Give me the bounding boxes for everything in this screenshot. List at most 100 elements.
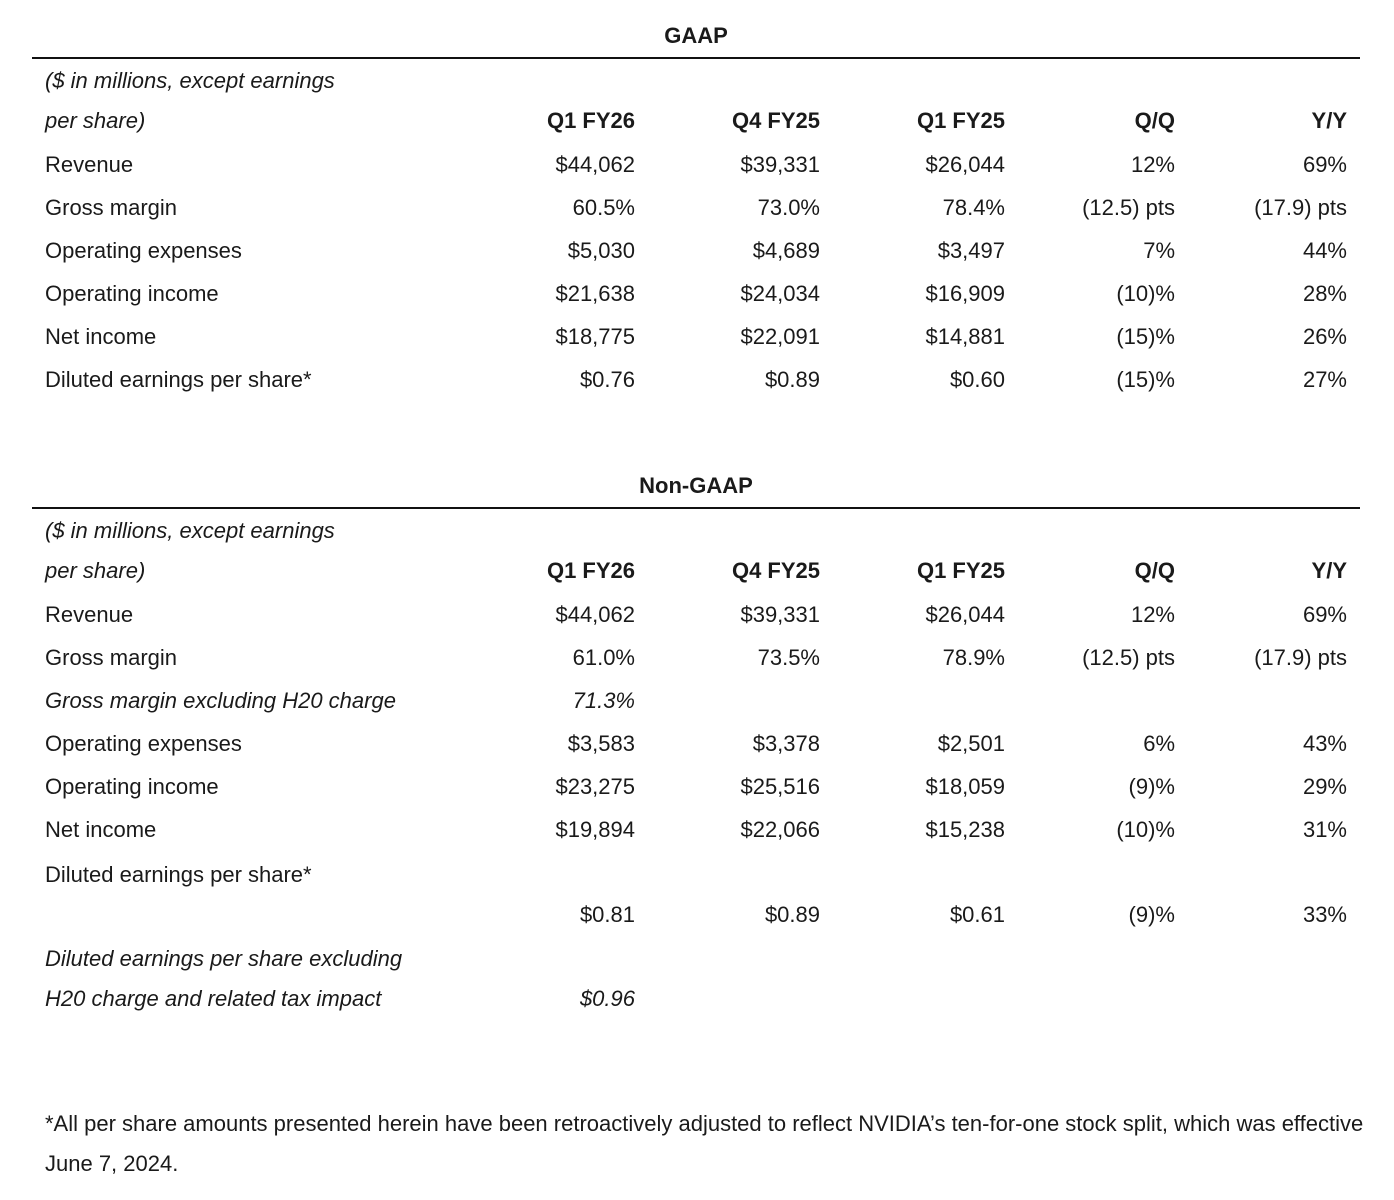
table-row: Operating income $21,638 $24,034 $16,909 (10… xyxy=(32,272,1360,315)
cell-value: 28% xyxy=(1302,281,1347,306)
row-label: Net income xyxy=(45,324,157,349)
cell-value: 27% xyxy=(1302,367,1347,392)
row-label: Operating income xyxy=(45,774,219,799)
cell-value: 69% xyxy=(1302,152,1347,177)
gaap-divider xyxy=(32,57,1360,59)
cell-value: $0.89 xyxy=(764,902,820,927)
cell-value: $21,638 xyxy=(555,281,635,306)
cell-value: (15)% xyxy=(1116,324,1175,349)
cell-value: 7% xyxy=(1143,238,1175,263)
units-label: ($ in millions, except earnings per shar… xyxy=(45,68,335,133)
table-header-row: ($ in millions, except earnings per shar… xyxy=(32,511,1360,591)
column-header: Q4 FY25 xyxy=(731,108,820,133)
cell-value: 69% xyxy=(1302,602,1347,627)
row-label: Gross margin xyxy=(45,645,178,670)
row-label: Revenue xyxy=(45,602,134,627)
row-label: Operating expenses xyxy=(45,731,242,756)
footnote: *All per share amounts presented herein … xyxy=(45,1111,1364,1176)
cell-value: $3,583 xyxy=(567,731,635,756)
cell-value: $44,062 xyxy=(555,152,635,177)
cell-value: $0.61 xyxy=(949,902,1005,927)
cell-value: 78.4% xyxy=(942,195,1005,220)
table-row: Diluted earnings per share* $0.76 $0.89 $0.… xyxy=(32,358,1360,401)
row-label: Diluted earnings per share excluding H20… xyxy=(45,946,403,1011)
cell-value: 12% xyxy=(1130,602,1175,627)
cell-value: $2,501 xyxy=(937,731,1005,756)
units-label: ($ in millions, except earnings per shar… xyxy=(45,518,335,583)
cell-value: $18,775 xyxy=(555,324,635,349)
cell-value: 26% xyxy=(1302,324,1347,349)
cell-value: $24,034 xyxy=(740,281,820,306)
gaap-title: GAAP xyxy=(664,23,728,48)
cell-value: 31% xyxy=(1302,817,1347,842)
cell-value: $44,062 xyxy=(555,602,635,627)
table-row: Gross margin excluding H20 charge 71.3% xyxy=(32,679,1360,722)
cell-value: $39,331 xyxy=(740,152,820,177)
cell-value: 6% xyxy=(1143,731,1175,756)
cell-value: 12% xyxy=(1130,152,1175,177)
cell-value: $5,030 xyxy=(567,238,635,263)
row-label: Revenue xyxy=(45,152,134,177)
cell-value: (12.5) pts xyxy=(1082,645,1175,670)
cell-value: 73.0% xyxy=(757,195,820,220)
table-row: Revenue $44,062 $39,331 $26,044 12% 69% xyxy=(32,593,1360,636)
table-row: Gross margin 61.0% 73.5% 78.9% (12.5) pts (17… xyxy=(32,636,1360,679)
row-label: Gross margin excluding H20 charge xyxy=(45,688,396,713)
table-row: Operating expenses $5,030 $4,689 $3,497 7% 44… xyxy=(32,229,1360,272)
column-header: Q1 FY26 xyxy=(546,558,635,583)
table-row: Gross margin 60.5% 73.0% 78.4% (12.5) pts (17… xyxy=(32,186,1360,229)
cell-value: (15)% xyxy=(1116,367,1175,392)
cell-value: $22,066 xyxy=(740,817,820,842)
cell-value: $23,275 xyxy=(555,774,635,799)
column-header: Q1 FY25 xyxy=(916,108,1005,133)
row-label: Operating expenses xyxy=(45,238,242,263)
cell-value: 60.5% xyxy=(572,195,635,220)
column-header: Q1 FY26 xyxy=(546,108,635,133)
cell-value: 29% xyxy=(1302,774,1347,799)
column-header: Y/Y xyxy=(1311,108,1347,133)
cell-value: $14,881 xyxy=(925,324,1005,349)
table-row: Net income $19,894 $22,066 $15,238 (10)% 31% xyxy=(32,808,1360,851)
cell-value: 73.5% xyxy=(757,645,820,670)
cell-value: 44% xyxy=(1302,238,1347,263)
column-header: Y/Y xyxy=(1311,558,1347,583)
cell-value: (9)% xyxy=(1128,902,1175,927)
column-header: Q4 FY25 xyxy=(731,558,820,583)
cell-value: 61.0% xyxy=(572,645,635,670)
table-row: Diluted earnings per share* $0.81 $0.89 $0… xyxy=(32,855,1360,935)
cell-value: (17.9) pts xyxy=(1254,195,1347,220)
cell-value: $16,909 xyxy=(925,281,1005,306)
cell-value: $0.76 xyxy=(579,367,635,392)
non-gaap-table: ($ in millions, except earnings per shar… xyxy=(32,511,1360,1019)
cell-value: $18,059 xyxy=(925,774,1005,799)
cell-value: 43% xyxy=(1302,731,1347,756)
cell-value: (9)% xyxy=(1128,774,1175,799)
cell-value: (17.9) pts xyxy=(1254,645,1347,670)
table-header-row: ($ in millions, except earnings per shar… xyxy=(32,61,1360,141)
cell-value: $22,091 xyxy=(740,324,820,349)
cell-value: 33% xyxy=(1302,902,1347,927)
cell-value: $19,894 xyxy=(555,817,635,842)
cell-value: (10)% xyxy=(1116,817,1175,842)
table-row: Revenue $44,062 $39,331 $26,044 12% 69% xyxy=(32,143,1360,186)
row-label: Diluted earnings per share* xyxy=(45,367,312,392)
row-label: Net income xyxy=(45,817,157,842)
table-row: Operating expenses $3,583 $3,378 $2,501 6% 43… xyxy=(32,722,1360,765)
cell-value: 71.3% xyxy=(572,688,635,713)
row-label: Gross margin xyxy=(45,195,178,220)
cell-value: $3,378 xyxy=(752,731,820,756)
cell-value: $26,044 xyxy=(925,152,1005,177)
cell-value: $0.96 xyxy=(579,986,635,1011)
non-gaap-divider xyxy=(32,507,1360,509)
non-gaap-title: Non-GAAP xyxy=(639,473,753,498)
cell-value: $15,238 xyxy=(925,817,1005,842)
cell-value: $0.81 xyxy=(579,902,635,927)
column-header: Q1 FY25 xyxy=(916,558,1005,583)
table-row: Operating income $23,275 $25,516 $18,059 (9)… xyxy=(32,765,1360,808)
cell-value: $0.89 xyxy=(764,367,820,392)
column-header: Q/Q xyxy=(1134,108,1175,133)
cell-value: $0.60 xyxy=(949,367,1005,392)
column-header: Q/Q xyxy=(1134,558,1175,583)
table-row: Net income $18,775 $22,091 $14,881 (15)% 26% xyxy=(32,315,1360,358)
row-label: Diluted earnings per share* xyxy=(45,862,312,887)
